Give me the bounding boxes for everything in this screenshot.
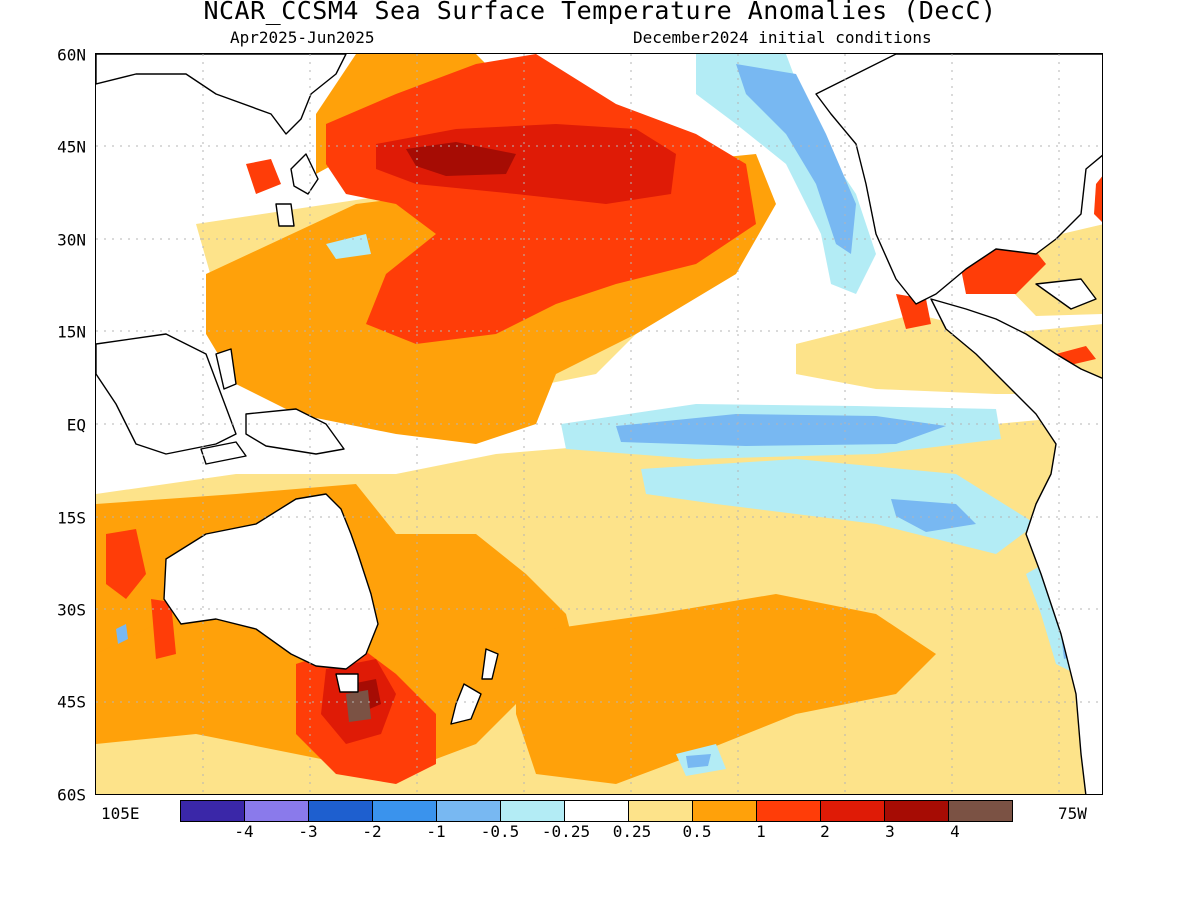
colorbar-label-11: 3 <box>885 822 895 841</box>
sst-anomaly-map <box>95 53 1103 795</box>
lat-label-45s: 45S <box>57 692 86 712</box>
colorbar-box-7 <box>564 800 629 822</box>
colorbar-label-7: 0.25 <box>612 822 652 841</box>
colorbar-label-12: 4 <box>950 822 960 841</box>
initial-conditions: December2024 initial conditions <box>633 28 932 47</box>
colorbar-label-1: -4 <box>234 822 254 841</box>
lon-label-left: 105E <box>101 804 140 823</box>
colorbar-box-2 <box>244 800 309 822</box>
colorbar-box-6 <box>500 800 565 822</box>
colorbar-label-5: -0.5 <box>480 822 520 841</box>
lat-label-eq: EQ <box>66 415 86 435</box>
lon-label-right: 75W <box>1058 804 1087 823</box>
lat-label-15n: 15N <box>57 322 86 342</box>
map-canvas <box>96 54 1102 794</box>
anomaly-red-orange <box>106 54 1102 784</box>
lat-label-15s: 15S <box>57 508 86 528</box>
map-title: NCAR_CCSM4 Sea Surface Temperature Anoma… <box>203 0 997 25</box>
colorbar-box-5 <box>436 800 501 822</box>
colorbar-box-11 <box>820 800 885 822</box>
colorbar-label-10: 2 <box>820 822 830 841</box>
colorbar-label-4: -1 <box>426 822 446 841</box>
colorbar-label-9: 1 <box>756 822 766 841</box>
colorbar-box-4 <box>372 800 437 822</box>
colorbar-label-2: -3 <box>298 822 318 841</box>
colorbar-label-6: -0.25 <box>541 822 591 841</box>
lat-label-30n: 30N <box>57 230 86 250</box>
colorbar-box-9 <box>692 800 757 822</box>
colorbar-label-3: -2 <box>362 822 382 841</box>
lat-label-30s: 30S <box>57 600 86 620</box>
lat-label-60s: 60S <box>57 785 86 805</box>
gridlines <box>96 54 1102 794</box>
anomaly-extreme-warm <box>346 690 371 722</box>
colorbar-box-12 <box>884 800 949 822</box>
colorbar-box-8 <box>628 800 693 822</box>
colorbar-box-13 <box>948 800 1013 822</box>
colorbar-box-3 <box>308 800 373 822</box>
forecast-period: Apr2025-Jun2025 <box>230 28 375 47</box>
colorbar-box-1 <box>180 800 245 822</box>
lat-label-45n: 45N <box>57 137 86 157</box>
lat-label-60n: 60N <box>57 45 86 65</box>
colorbar-label-8: 0.5 <box>682 822 712 841</box>
colorbar-box-10 <box>756 800 821 822</box>
